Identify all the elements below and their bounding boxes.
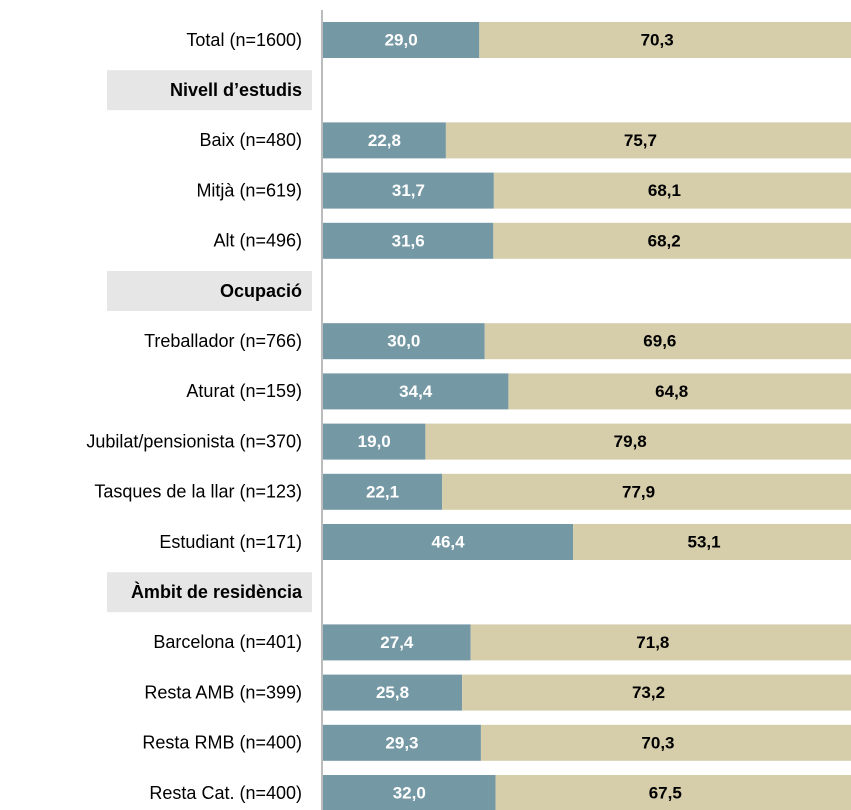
bar-segment (323, 373, 509, 410)
value-label: 27,4 (380, 633, 414, 652)
bar-segment (479, 22, 851, 58)
bar-segment (323, 524, 574, 560)
bar-segment (462, 674, 851, 711)
category-label: Tasques de la llar (n=123) (94, 482, 302, 502)
value-label: 32,0 (393, 783, 426, 802)
category-label: Barcelona (n=401) (153, 632, 302, 652)
bar-segment (445, 122, 851, 159)
bar-segment (323, 473, 443, 510)
value-label: 31,7 (392, 181, 425, 200)
value-label: 68,2 (648, 231, 681, 250)
category-label: Resta AMB (n=399) (144, 682, 302, 702)
section-header: Àmbit de residència (131, 581, 303, 602)
value-label: 53,1 (688, 532, 721, 551)
bar-segment (470, 624, 851, 661)
value-label: 69,6 (643, 332, 676, 351)
bar-segment (442, 473, 851, 510)
value-label: 22,8 (368, 131, 401, 150)
section-header: Ocupació (220, 281, 302, 301)
value-label: 73,2 (632, 683, 665, 702)
category-label: Resta RMB (n=400) (142, 733, 302, 753)
bar-segment (480, 724, 851, 761)
value-label: 34,4 (399, 382, 433, 401)
category-label: Resta Cat. (n=400) (149, 783, 302, 803)
bar-segment (493, 172, 851, 209)
bar-segment (573, 524, 851, 560)
bar-segment (484, 323, 851, 360)
bar-segment (495, 775, 851, 810)
value-label: 75,7 (624, 131, 657, 150)
value-label: 64,8 (655, 382, 688, 401)
bar-segment (323, 22, 480, 58)
bar-segment (323, 674, 463, 711)
bar-segment (323, 724, 481, 761)
bar-segment (323, 172, 494, 209)
category-label: Treballador (n=766) (144, 331, 302, 351)
value-label: 30,0 (387, 332, 420, 351)
value-label: 22,1 (366, 482, 399, 501)
bar-segment (323, 122, 446, 159)
category-label: Aturat (n=159) (186, 381, 302, 401)
bar-segment (493, 222, 851, 259)
value-label: 79,8 (614, 432, 647, 451)
value-label: 70,3 (641, 733, 674, 752)
value-label: 70,3 (641, 30, 674, 49)
bar-segment (425, 423, 851, 460)
value-label: 67,5 (649, 783, 682, 802)
value-label: 19,0 (358, 432, 391, 451)
category-label: Baix (n=480) (199, 130, 302, 150)
bar-segment (323, 775, 496, 810)
value-label: 29,3 (385, 733, 418, 752)
category-label: Mitjà (n=619) (196, 180, 302, 200)
bar-segment (323, 423, 426, 460)
value-label: 31,6 (392, 231, 425, 250)
bar-segment (508, 373, 851, 410)
section-header-bg (107, 572, 312, 613)
category-label: Alt (n=496) (213, 231, 302, 251)
section-header-bg (107, 271, 312, 311)
bar-segment (323, 624, 471, 661)
bar-segment (323, 222, 494, 259)
category-label: Estudiant (n=171) (159, 532, 302, 552)
value-label: 77,9 (622, 482, 655, 501)
category-label: Total (n=1600) (186, 30, 302, 50)
category-label: Jubilat/pensionista (n=370) (86, 431, 302, 451)
section-header: Nivell d’estudis (170, 80, 302, 100)
value-label: 25,8 (376, 683, 409, 702)
value-label: 68,1 (648, 181, 681, 200)
section-header-bg (107, 70, 312, 111)
value-label: 29,0 (385, 30, 418, 49)
value-label: 71,8 (636, 633, 669, 652)
bar-segment (323, 323, 485, 360)
value-label: 46,4 (432, 532, 466, 551)
